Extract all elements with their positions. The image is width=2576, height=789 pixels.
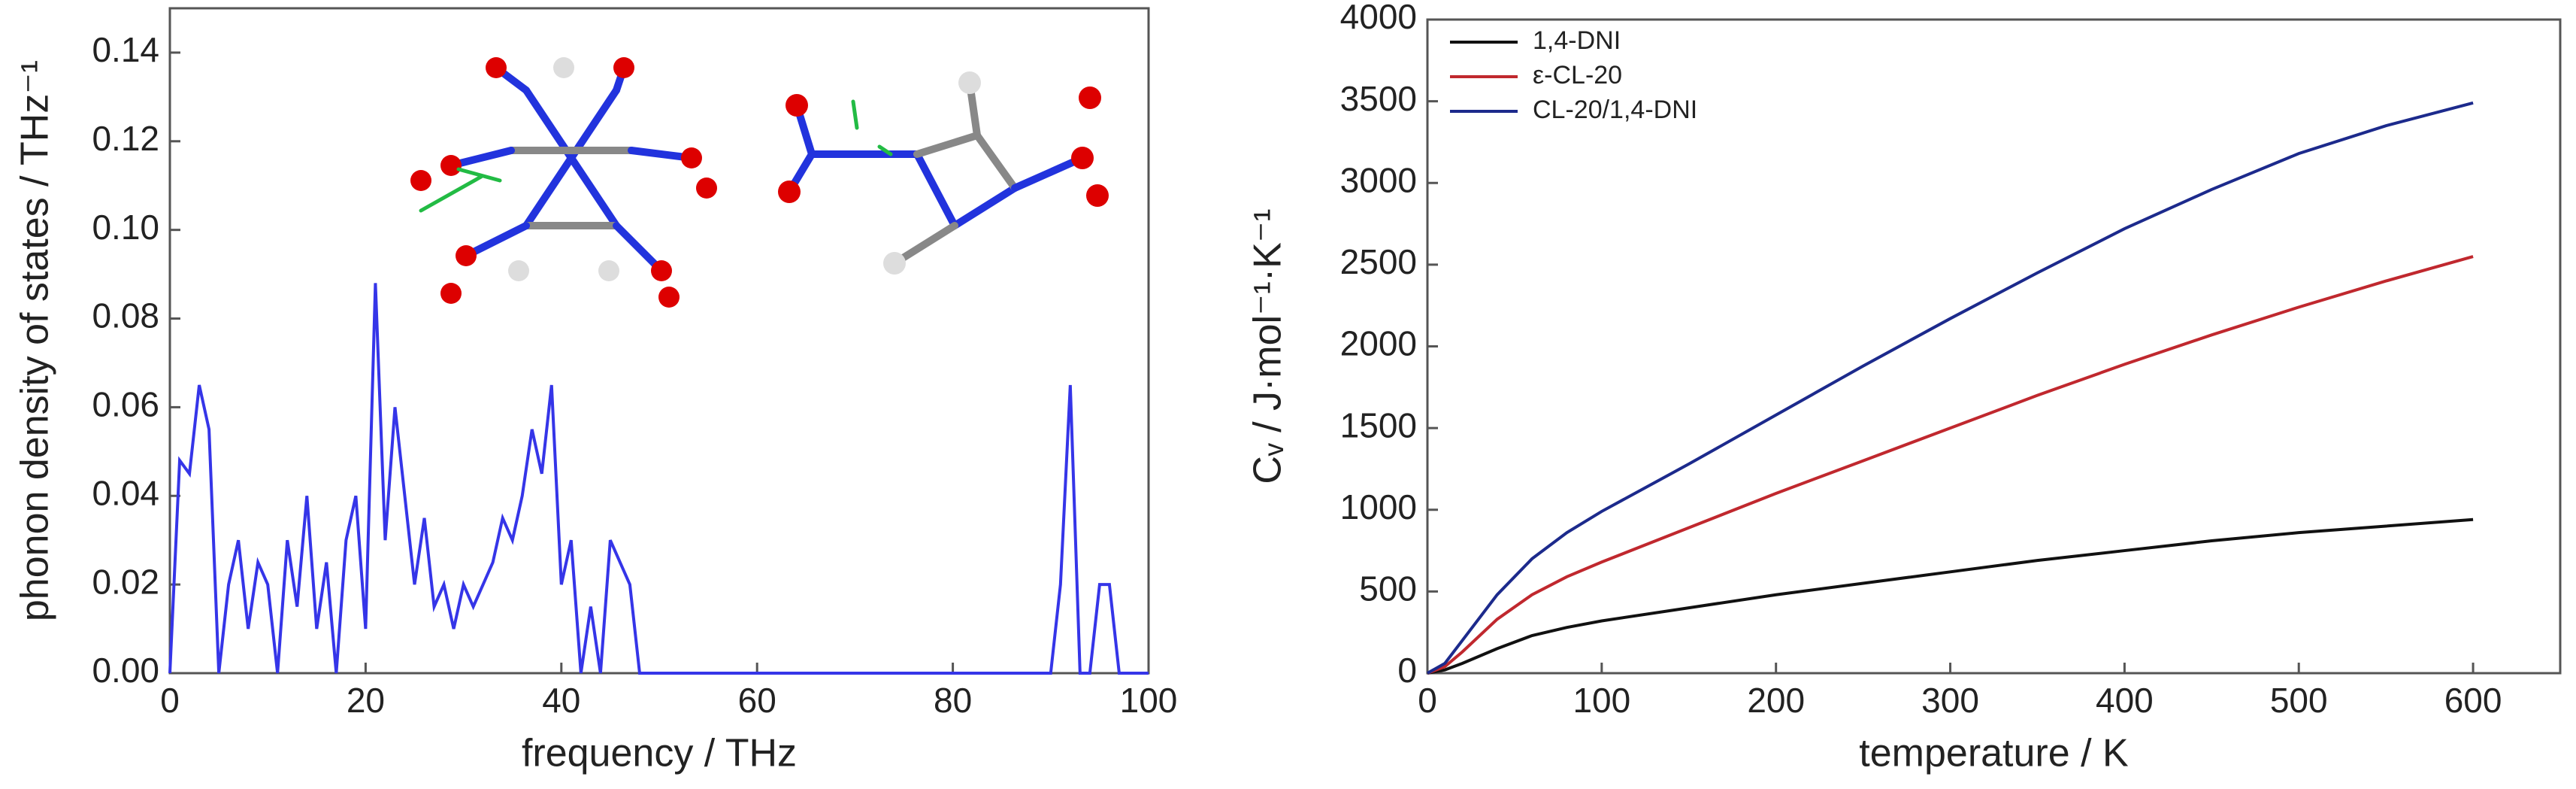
y-axis-label: Cᵥ / J·mol⁻¹·K⁻¹ xyxy=(1246,208,1290,484)
legend-label: 1,4-DNI xyxy=(1533,26,1621,55)
molecule-illustration xyxy=(410,57,1109,308)
y-tick-label: 0.04 xyxy=(92,473,159,512)
y-tick-label: 3000 xyxy=(1340,160,1417,199)
data-line xyxy=(1427,517,2474,675)
data-line xyxy=(168,283,1149,675)
y-tick-label: 1500 xyxy=(1340,405,1417,445)
y-tick-label: 0.12 xyxy=(92,119,159,158)
y-tick-label: 3500 xyxy=(1340,79,1417,118)
x-tick-label: 300 xyxy=(1921,681,1979,720)
y-tick-label: 2500 xyxy=(1340,242,1417,281)
y-axis-label: phonon density of states / THz⁻¹ xyxy=(14,60,57,621)
y-tick-label: 0.10 xyxy=(92,208,159,247)
x-tick-label: 100 xyxy=(1120,681,1178,720)
y-tick-label: 1000 xyxy=(1340,487,1417,527)
x-axis-label: frequency / THz xyxy=(522,732,797,775)
x-tick-label: 400 xyxy=(2096,681,2154,720)
y-tick-label: 500 xyxy=(1359,569,1417,608)
y-tick-label: 0.02 xyxy=(92,562,159,601)
y-tick-label: 4000 xyxy=(1340,0,1417,36)
x-tick-label: 500 xyxy=(2270,681,2328,720)
x-tick-label: 20 xyxy=(347,681,385,720)
x-tick-label: 200 xyxy=(1747,681,1805,720)
x-tick-label: 0 xyxy=(1418,681,1437,720)
y-tick-label: 0.06 xyxy=(92,385,159,424)
y-tick-label: 0.08 xyxy=(92,296,159,335)
x-tick-label: 100 xyxy=(1573,681,1630,720)
data-line xyxy=(1427,255,2474,675)
data-line xyxy=(1427,101,2474,675)
plot-frame xyxy=(168,7,1150,675)
legend-label: CL-20/1,4-DNI xyxy=(1533,96,1697,124)
x-tick-label: 80 xyxy=(934,681,972,720)
y-tick-label: 0.14 xyxy=(92,30,159,69)
x-tick-label: 60 xyxy=(738,681,776,720)
legend-label: ε-CL-20 xyxy=(1533,61,1622,90)
y-tick-label: 0 xyxy=(1397,651,1417,690)
x-tick-label: 40 xyxy=(542,681,580,720)
x-tick-label: 600 xyxy=(2444,681,2502,720)
y-tick-label: 0.00 xyxy=(92,651,159,690)
y-tick-label: 2000 xyxy=(1340,324,1417,363)
x-axis-label: temperature / K xyxy=(1859,732,2129,775)
x-tick-label: 0 xyxy=(160,681,180,720)
